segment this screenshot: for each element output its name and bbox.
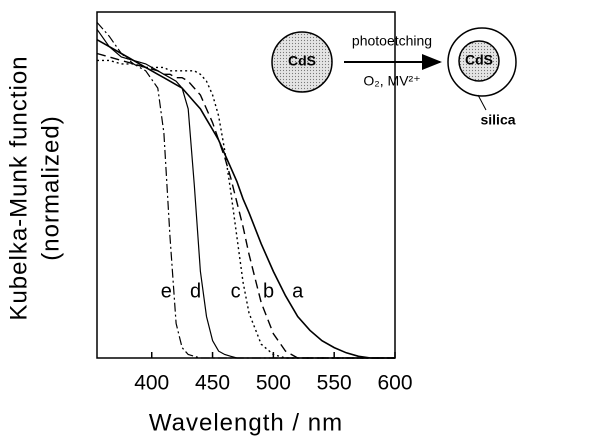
series-line [96, 22, 395, 359]
series-label: a [292, 280, 304, 302]
y-axis-label: Kubelka-Munk function [5, 55, 32, 320]
series-label: e [161, 280, 172, 302]
series-label: b [263, 280, 274, 302]
y-axis-label: (normalized) [37, 115, 64, 260]
inset-text: silica [480, 112, 515, 128]
series-line [97, 59, 395, 359]
plot-frame [96, 11, 396, 359]
series-label: d [190, 280, 201, 302]
series-line [96, 39, 395, 359]
cds-core [458, 40, 500, 82]
x-tick-label: 550 [317, 372, 352, 395]
inset-text: photoetching [352, 33, 432, 49]
series-line [96, 28, 395, 359]
x-tick-label: 400 [134, 372, 169, 395]
x-tick-label: 500 [256, 372, 291, 395]
inset-text: CdS [465, 52, 493, 68]
series-label: c [231, 280, 241, 302]
cds-particle [271, 31, 333, 93]
x-axis-label: Wavelength / nm [149, 409, 343, 436]
x-tick-label: 450 [195, 372, 230, 395]
inset-text: O₂, MV²⁺ [363, 73, 420, 89]
inset-text: CdS [288, 53, 316, 69]
x-tick-label: 600 [377, 372, 412, 395]
inset: CdS photoetching O₂, MV²⁺ CdS silica [271, 27, 517, 128]
pointer [477, 94, 487, 111]
